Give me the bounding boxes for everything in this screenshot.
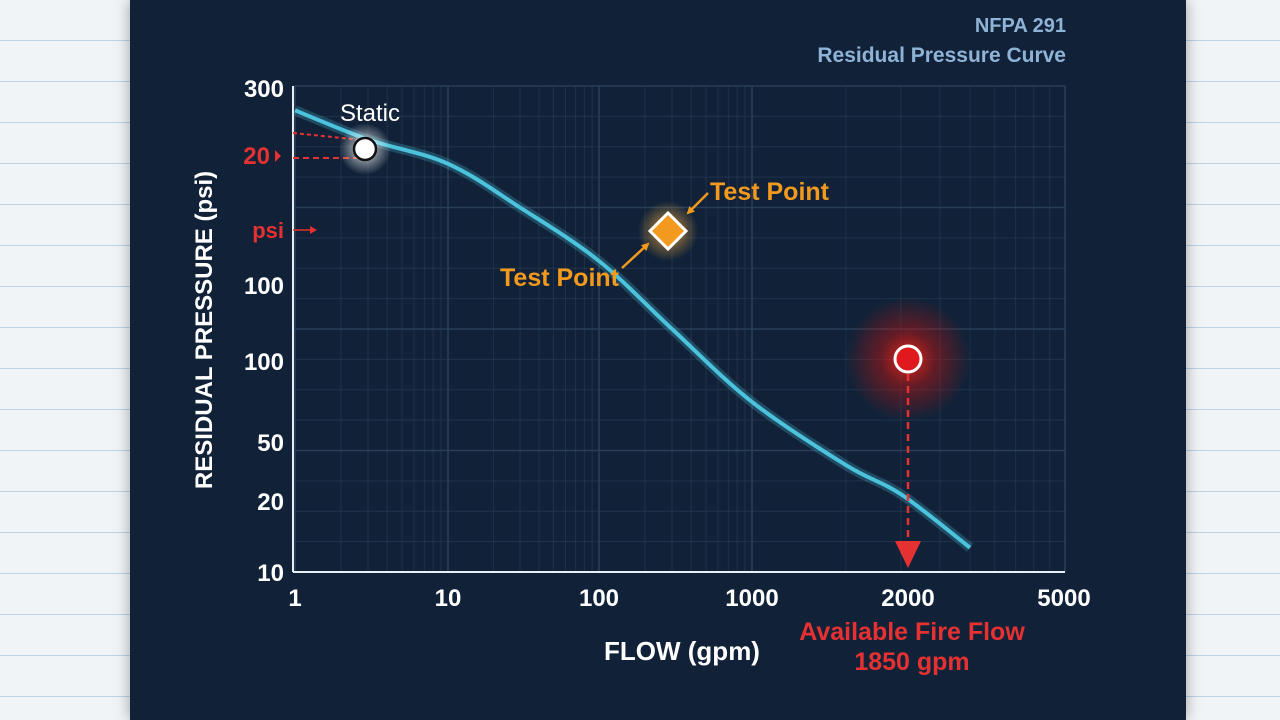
x-axis-title: FLOW (gpm) (604, 636, 760, 666)
x-tick-label: 1 (288, 585, 301, 612)
series-curve (294, 108, 972, 550)
y-tick-label-highlight: 20 (243, 143, 270, 170)
x-tick-label: 1000 (725, 585, 778, 612)
test-point-arrow-upper (686, 192, 709, 215)
fire-flow-label: Available Fire Flow (799, 618, 1025, 646)
chart-board (130, 0, 1186, 720)
fire-flow-value: 1850 gpm (854, 648, 969, 676)
y-tick-label: 300 (244, 76, 284, 103)
test-point-label-upper: Test Point (710, 178, 830, 206)
x-tick-label: 5000 (1037, 585, 1090, 612)
y-tick-label: 100 (244, 349, 284, 376)
test-point-label-lower: Test Point (500, 264, 620, 292)
x-tick-label: 10 (435, 585, 462, 612)
y-tick-label-highlight: psi (252, 218, 284, 243)
y-tick-label: 50 (257, 430, 284, 457)
tick-arrow-head (310, 226, 317, 234)
static-label: Static (340, 100, 400, 127)
header-line1: NFPA 291 (975, 15, 1066, 37)
header-line2: Residual Pressure Curve (817, 44, 1066, 67)
y-tick-label: 10 (257, 560, 284, 587)
y-tick-label: 20 (257, 489, 284, 516)
y-tick-label: 100 (244, 273, 284, 300)
test-point-diamond (647, 210, 689, 252)
tick-marker (275, 150, 281, 162)
fire-flow-arrowhead (895, 541, 921, 568)
y-axis-title: RESIDUAL PRESSURE (psi) (191, 171, 218, 489)
x-tick-label: 2000 (881, 585, 934, 612)
x-tick-label: 100 (579, 585, 619, 612)
static-point (352, 136, 378, 162)
fire-flow-point (893, 344, 923, 374)
test-point-arrow-lower (621, 242, 650, 269)
